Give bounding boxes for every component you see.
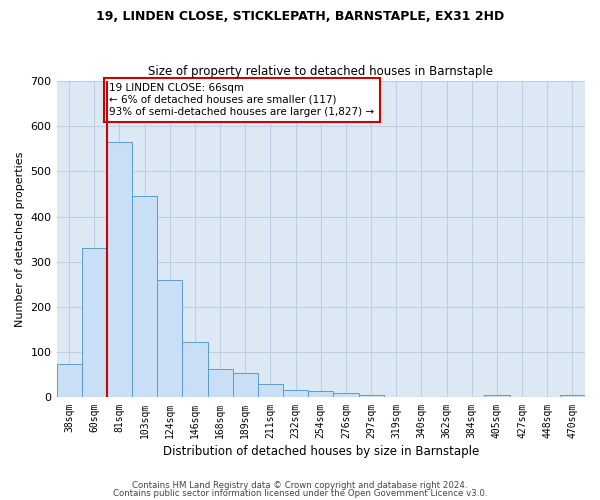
Bar [535,396,560,398]
Title: Size of property relative to detached houses in Barnstaple: Size of property relative to detached ho… [148,66,493,78]
Bar [82,248,107,398]
Bar [359,395,383,398]
Bar [334,393,359,398]
Bar [182,342,208,398]
Bar [560,395,585,398]
Text: 19, LINDEN CLOSE, STICKLEPATH, BARNSTAPLE, EX31 2HD: 19, LINDEN CLOSE, STICKLEPATH, BARNSTAPL… [96,10,504,23]
Bar [233,372,258,398]
Bar [258,384,283,398]
Bar [157,280,182,398]
Bar [208,369,233,398]
Bar [283,390,308,398]
X-axis label: Distribution of detached houses by size in Barnstaple: Distribution of detached houses by size … [163,444,479,458]
Bar [56,364,82,398]
Bar [484,395,509,398]
Text: Contains public sector information licensed under the Open Government Licence v3: Contains public sector information licen… [113,488,487,498]
Text: Contains HM Land Registry data © Crown copyright and database right 2024.: Contains HM Land Registry data © Crown c… [132,481,468,490]
Bar [308,390,334,398]
Text: 19 LINDEN CLOSE: 66sqm
← 6% of detached houses are smaller (117)
93% of semi-det: 19 LINDEN CLOSE: 66sqm ← 6% of detached … [109,84,374,116]
Bar [107,142,132,398]
Bar [132,196,157,398]
Y-axis label: Number of detached properties: Number of detached properties [15,152,25,327]
Bar [509,396,535,398]
